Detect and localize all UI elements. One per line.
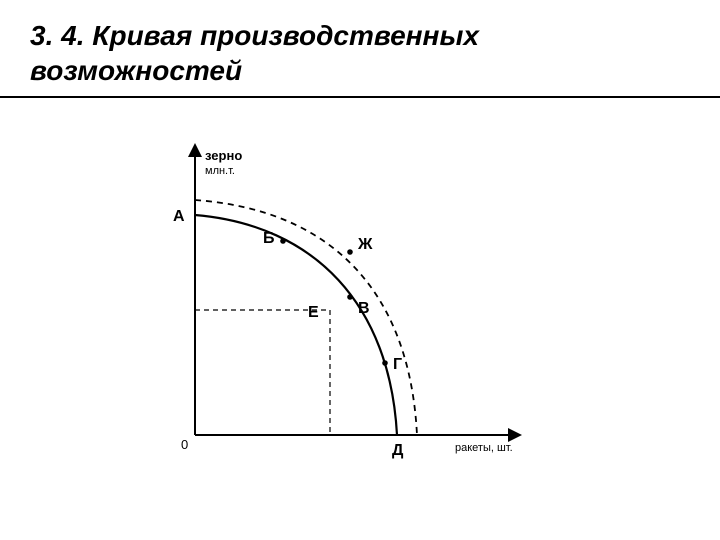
ppf-chart: зерно млн.т. ракеты, шт. 0 А Б Ж В Е Г Д [135,135,555,485]
svg-text:Г: Г [393,356,402,373]
svg-text:млн.т.: млн.т. [205,165,235,177]
svg-text:В: В [358,300,370,317]
svg-text:А: А [173,208,185,225]
title-line-2: возможностей [30,55,242,86]
title-line-1: 3. 4. Кривая производственных [30,20,479,51]
svg-text:зерно: зерно [205,148,242,163]
svg-text:Д: Д [392,442,404,459]
svg-text:0: 0 [181,437,188,452]
page-header: 3. 4. Кривая производственных возможност… [0,0,720,98]
svg-text:Ж: Ж [357,236,373,253]
svg-text:Б: Б [263,230,275,247]
svg-text:ракеты, шт.: ракеты, шт. [455,442,513,454]
svg-text:Е: Е [308,304,319,321]
chart-svg: зерно млн.т. ракеты, шт. 0 А Б Ж В Е Г Д [135,135,555,485]
page-title: 3. 4. Кривая производственных возможност… [30,18,690,88]
